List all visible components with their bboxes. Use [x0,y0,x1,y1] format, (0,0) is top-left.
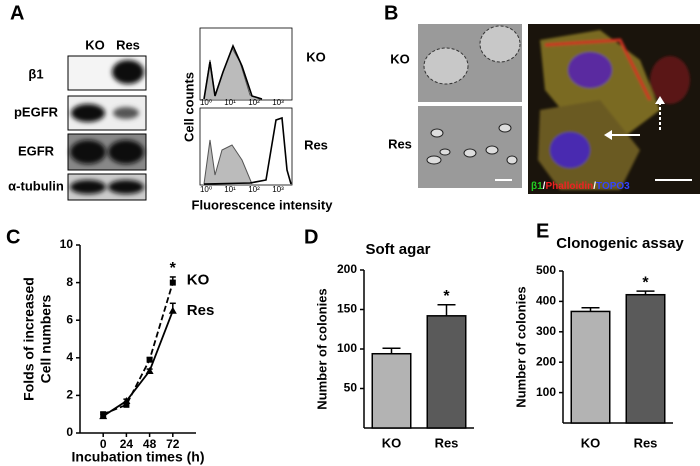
y-tick-label: 6 [66,312,73,326]
panel-label: B [384,2,398,24]
bar [426,315,467,429]
x-tick-label: 72 [166,437,180,451]
x-tick-label: KO [382,435,402,450]
error-bar [382,347,401,354]
y-tick-label: 400 [536,294,556,308]
flow-panel-label: KO [306,49,326,64]
point [169,279,176,286]
annotation: * [443,288,450,305]
bar [371,352,412,429]
y-tick-label: 100 [337,341,357,355]
flow-histograms [199,27,293,186]
series-label: KO [187,272,210,289]
y-tick-label: 500 [536,263,556,277]
stain-legend: β1/Phalloidin/TOPO3 [531,181,630,192]
y-tick-label: 8 [66,275,73,289]
point [99,412,108,420]
flow-tick-label: 10¹ [224,98,236,107]
micrographs [418,24,700,194]
point [122,397,131,405]
blot-strips [67,55,147,201]
point [145,366,154,374]
y-tick-label: 100 [536,385,556,399]
point [168,306,177,314]
y-axis-label: Number of colonies [314,288,329,409]
y-axis-label: Folds of increased [21,277,37,401]
flow-tick-label: 10² [248,185,260,194]
blot-row: β1 [28,66,43,81]
flow-tick-label: 10¹ [224,185,236,194]
x-axis-label: Incubation times (h) [72,449,205,465]
x-tick-label: 48 [143,437,157,451]
blot-column: KO [85,37,105,52]
error-bar [437,304,456,316]
series-label: Res [187,302,215,319]
flow-panel-label: Res [304,137,328,152]
y-tick-label: 200 [536,354,556,368]
annotation: * [642,274,649,291]
flow-tick-label: 10² [248,98,260,107]
flow-tick-label: 10³ [272,98,284,107]
y-tick-label: 0 [66,425,73,439]
stain: Phalloidin [545,181,593,192]
y-tick-label: 200 [337,262,357,276]
panel-label: E [536,220,549,242]
chart-title: Soft agar [365,241,430,258]
blot-row: α-tubulin [8,178,64,193]
y-tick-label: 2 [66,388,73,402]
stain: β1 [531,181,543,192]
x-tick-label: Res [435,435,459,450]
panel-label: D [304,226,318,248]
y-tick-label: 10 [60,237,74,251]
flow-tick-label: 10⁰ [200,185,212,194]
blot-column: Res [116,37,140,52]
bar [625,293,666,424]
flow-tick-label: 10³ [272,185,284,194]
separator: / [543,181,546,192]
y-tick-label: 4 [66,350,73,364]
blot-row: EGFR [18,143,55,158]
panel-label: C [6,226,20,248]
series-line [102,282,174,416]
chart-title: Clonogenic assay [556,235,684,252]
y-tick-label: 300 [536,324,556,338]
y-tick-label: 50 [344,381,358,395]
point [123,401,130,408]
x-tick-label: 0 [100,437,107,451]
y-axis-label: Cell numbers [38,294,54,383]
separator: / [593,181,596,192]
flow-tick-label: 10⁰ [200,98,212,107]
micrograph-row: KO [390,51,410,66]
annotation: * [170,260,177,277]
series-line [102,310,174,417]
point [146,356,153,363]
blot-row: pEGFR [14,104,59,119]
stain: TOPO3 [596,181,630,192]
x-tick-label: Res [634,435,658,450]
flow-y-label: Cell counts [181,72,196,142]
panel-label: A [10,2,24,24]
y-tick-label: 150 [337,302,357,316]
x-tick-label: 24 [120,437,134,451]
bar [570,310,611,424]
y-axis-label: Number of colonies [513,286,528,407]
micrograph-row: Res [388,136,412,151]
x-tick-label: KO [581,435,601,450]
flow-x-label: Fluorescence intensity [192,197,334,212]
